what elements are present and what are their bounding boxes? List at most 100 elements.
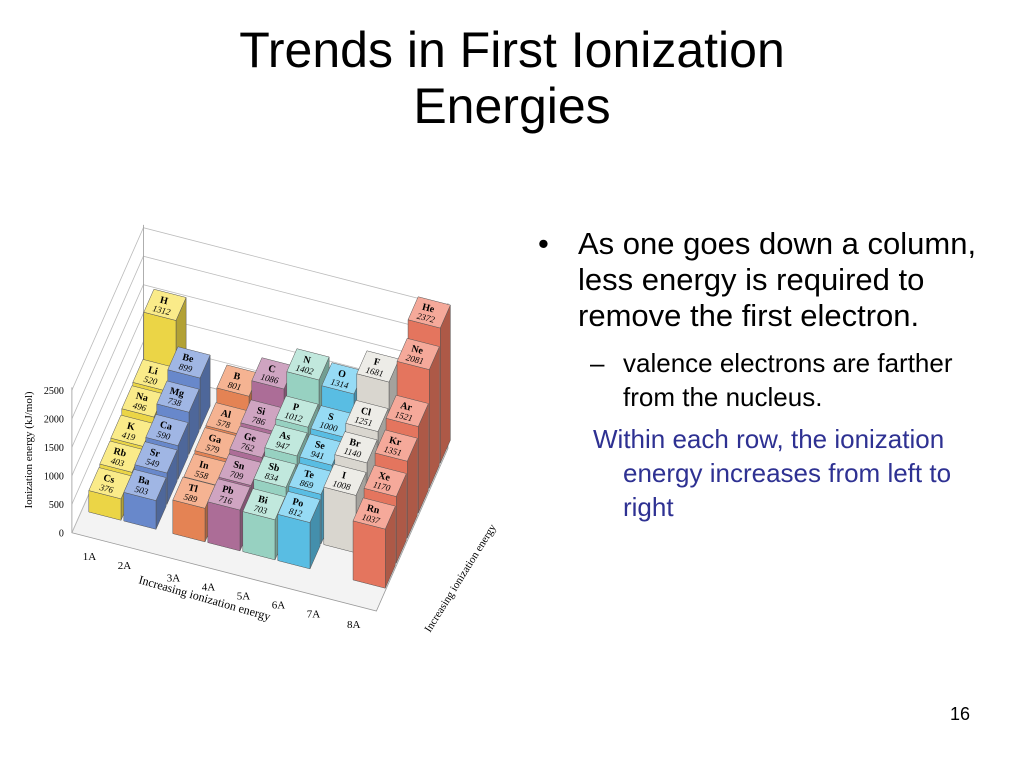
element-symbol: As <box>278 430 292 443</box>
element-symbol: Kr <box>388 435 403 449</box>
y-tick-label: 2000 <box>44 415 64 426</box>
bar-top <box>407 296 451 329</box>
group-label-2A: 2A <box>118 560 132 572</box>
bullet-main-text: As one goes down a column, less energy i… <box>578 226 977 333</box>
bar-front <box>323 486 357 554</box>
element-symbol: Ca <box>159 419 174 433</box>
element-symbol: Rb <box>112 446 127 460</box>
element-symbol: N <box>302 354 312 367</box>
element-energy-value: 403 <box>110 456 126 469</box>
bar-top <box>264 424 308 457</box>
element-energy-value: 496 <box>132 400 148 413</box>
element-symbol: Ge <box>243 431 258 445</box>
element-energy-value: 812 <box>288 506 304 519</box>
bar-top <box>134 441 178 474</box>
element-energy-value: 1170 <box>372 479 392 493</box>
element-symbol: O <box>337 368 347 381</box>
element-energy-value: 1521 <box>394 409 414 423</box>
element-symbol: Ga <box>207 432 222 446</box>
bar-top <box>143 288 187 321</box>
element-energy-value: 947 <box>275 439 291 452</box>
group-label-5A: 5A <box>237 591 251 603</box>
bullet-list: • As one goes down a column, less energy… <box>538 226 978 524</box>
element-symbol: Se <box>314 439 327 452</box>
element-symbol: K <box>126 421 136 434</box>
bar-top <box>275 395 319 428</box>
element-energy-value: 899 <box>178 361 194 374</box>
y-tick-label: 1500 <box>44 443 64 454</box>
group-label-1A: 1A <box>83 551 97 563</box>
element-energy-value: 709 <box>229 469 245 482</box>
bar-top <box>396 338 440 370</box>
slide-title: Trends in First Ionization Energies <box>0 22 1024 134</box>
bullet-sub: – valence electrons are farther from the… <box>538 346 978 414</box>
element-symbol: Al <box>220 408 233 421</box>
element-symbol: Li <box>147 365 159 378</box>
element-symbol: C <box>267 363 277 375</box>
bar-top <box>242 488 286 521</box>
bar-side <box>429 346 440 489</box>
element-symbol: F <box>373 356 382 368</box>
element-energy-value: 801 <box>227 379 243 392</box>
element-energy-value: 716 <box>218 493 234 506</box>
bar-top <box>374 429 418 462</box>
bar-top <box>253 455 297 488</box>
y-tick-label: 1000 <box>44 472 64 483</box>
slide-title-line-2: Energies <box>413 78 611 134</box>
element-symbol: P <box>292 402 301 414</box>
element-energy-value: 1402 <box>295 363 315 377</box>
element-symbol: Rn <box>366 503 381 517</box>
element-energy-value: 590 <box>156 429 172 442</box>
element-energy-value: 834 <box>264 471 280 484</box>
bullet-dash: – <box>590 348 605 378</box>
bar-top <box>156 380 200 413</box>
element-symbol: Pb <box>221 484 235 498</box>
depth-axis-label: Increasing ionization energy <box>422 522 499 635</box>
element-energy-value: 1012 <box>284 410 304 424</box>
element-symbol: In <box>198 459 210 472</box>
y-tick-label: 0 <box>59 529 64 540</box>
bar-front <box>277 513 311 570</box>
element-energy-value: 738 <box>167 395 183 408</box>
element-symbol: Cs <box>102 473 116 486</box>
element-symbol: Bi <box>257 494 269 507</box>
bar-top <box>345 399 389 432</box>
element-energy-value: 503 <box>134 484 150 497</box>
element-energy-value: 558 <box>194 468 210 481</box>
element-symbol: Po <box>291 496 304 509</box>
page-number: 16 <box>949 704 970 724</box>
bar-top <box>323 463 367 496</box>
element-energy-value: 2081 <box>405 352 425 366</box>
element-symbol: Ne <box>410 343 425 357</box>
element-symbol: I <box>341 470 348 482</box>
slide-title-line-1: Trends in First Ionization <box>239 22 785 78</box>
element-symbol: Si <box>255 405 266 418</box>
element-symbol: Sr <box>149 447 162 460</box>
element-energy-value: 1140 <box>343 446 363 460</box>
element-energy-value: 1086 <box>260 372 280 386</box>
element-energy-value: 1314 <box>330 377 350 391</box>
element-energy-value: 1037 <box>361 512 381 526</box>
group-label-6A: 6A <box>272 600 286 612</box>
bar-front <box>352 520 386 589</box>
element-symbol: Sn <box>232 459 246 472</box>
element-energy-value: 703 <box>253 503 269 516</box>
element-energy-value: 1000 <box>319 420 339 434</box>
element-symbol: H <box>159 295 169 308</box>
group-label-7A: 7A <box>307 609 321 621</box>
element-energy-value: 786 <box>251 414 267 427</box>
element-energy-value: 1312 <box>152 303 172 317</box>
bar-side <box>440 304 451 464</box>
element-energy-value: 520 <box>143 374 159 387</box>
bar-top <box>145 414 189 446</box>
x-axis-label: Increasing ionization energy <box>137 572 272 623</box>
element-energy-value: 1351 <box>383 444 403 458</box>
element-symbol: S <box>327 411 335 423</box>
bullet-dot: • <box>538 226 549 261</box>
element-energy-value: 1681 <box>365 365 385 379</box>
element-symbol: Tl <box>187 482 199 495</box>
element-symbol: Xe <box>377 470 392 484</box>
